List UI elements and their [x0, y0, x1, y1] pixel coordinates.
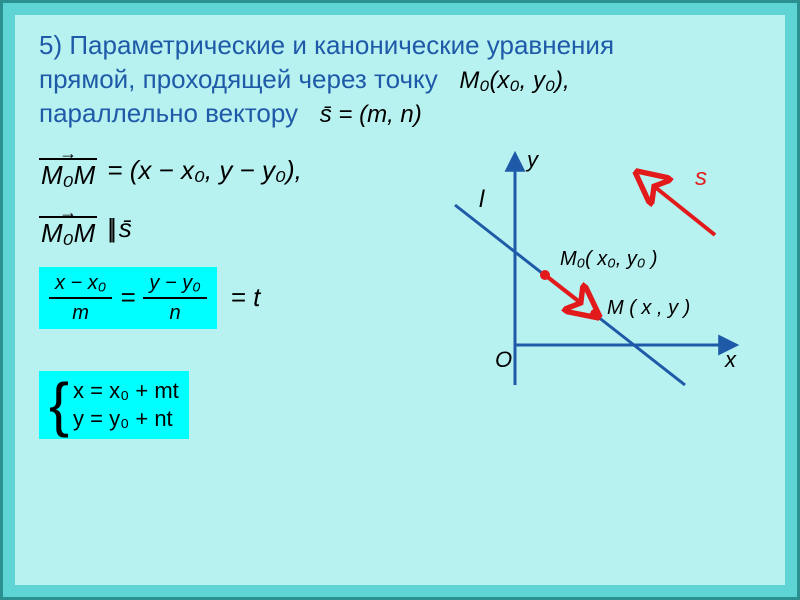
coordinate-diagram: y x O l s M₀( x₀, y₀ ) M ( x , y ) [395, 135, 755, 415]
point-m0 [540, 270, 550, 280]
vector-s-label: s [695, 164, 707, 191]
vec-mm: M₀M [39, 158, 97, 191]
brace-icon: { [49, 375, 69, 435]
point-m0-label: M₀( x₀, y₀ ) [560, 248, 658, 270]
arrow-icon: → [59, 150, 77, 157]
equals-icon: = [120, 282, 135, 313]
title-line1: 5) Параметрические и канонические уравне… [39, 30, 614, 60]
vec-s: s̄ [119, 213, 132, 244]
x-axis-label: x [724, 347, 737, 372]
origin-label: O [495, 347, 512, 372]
parametric-system: { x = x₀ + mt y = y₀ + nt [39, 371, 189, 439]
title-line2a: прямой, проходящей через точку [39, 64, 438, 94]
parallel-icon: || [107, 213, 113, 244]
segment-m0m [545, 275, 595, 314]
sys-line1: x = x₀ + mt [73, 378, 179, 404]
title-point: M₀(x₀, y₀), [459, 67, 569, 94]
y-axis-label: y [525, 147, 540, 172]
point-m [590, 309, 600, 319]
fraction-1: x − x₀ m [49, 271, 112, 325]
point-m-label: M ( x , y ) [607, 297, 690, 319]
title-vector: s̄ = (m, n) [320, 101, 422, 128]
eq-t: = t [231, 282, 261, 313]
sys-line2: y = y₀ + nt [73, 406, 179, 432]
arrow-icon: → [59, 209, 77, 216]
line-l-label: l [479, 186, 485, 213]
title-line3a: параллельно вектору [39, 98, 298, 128]
vec-mm2: M₀M [39, 216, 97, 249]
vec-mm-expand: = (x − x₀, y − y₀), [107, 155, 302, 186]
fraction-2: y − y₀ n [143, 271, 206, 325]
slide-title: 5) Параметрические и канонические уравне… [39, 29, 761, 130]
